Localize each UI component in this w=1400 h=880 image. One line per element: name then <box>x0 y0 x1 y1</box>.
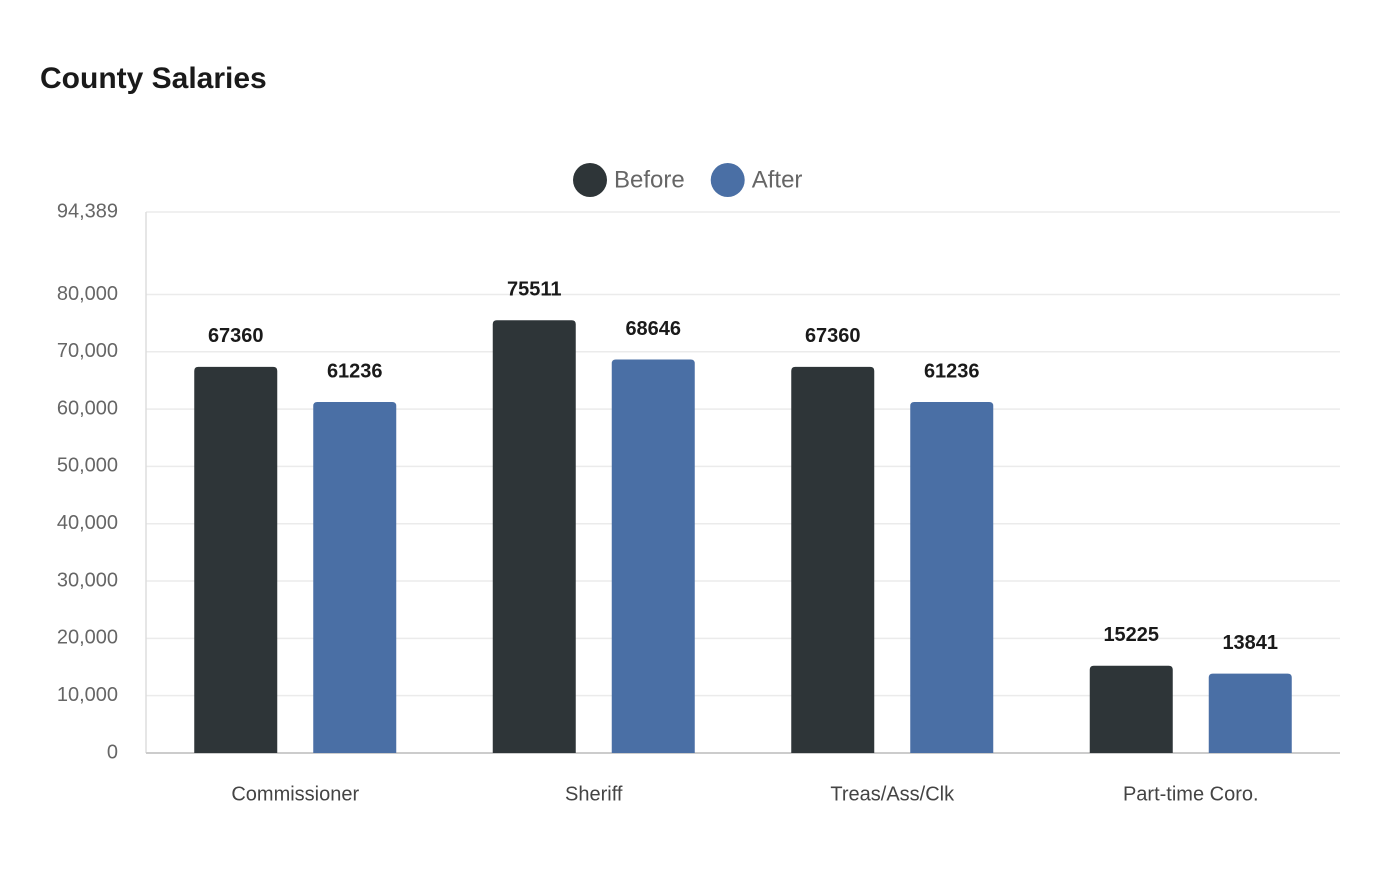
y-tick-label: 10,000 <box>57 684 118 706</box>
bar <box>313 402 397 753</box>
y-tick-label: 50,000 <box>57 455 118 477</box>
y-tick-label: 94,389 <box>57 200 118 222</box>
legend-label: Before <box>614 166 685 193</box>
bar <box>1208 673 1292 753</box>
value-label: 15225 <box>1103 624 1159 646</box>
y-tick-label: 70,000 <box>57 340 118 362</box>
y-tick-label: 80,000 <box>57 283 118 305</box>
x-tick-label: Sheriff <box>565 783 623 805</box>
value-label: 61236 <box>924 360 980 382</box>
legend-swatch <box>710 163 745 197</box>
bar <box>791 366 875 753</box>
y-tick-label: 40,000 <box>57 512 118 534</box>
bar <box>611 359 695 753</box>
value-label: 13841 <box>1222 632 1278 654</box>
y-tick-label: 30,000 <box>57 569 118 591</box>
bar <box>194 366 278 753</box>
value-label: 75511 <box>507 278 562 300</box>
y-tick-label: 20,000 <box>57 627 118 649</box>
x-tick-label: Commissioner <box>231 783 359 805</box>
bar <box>492 320 576 753</box>
value-label: 68646 <box>625 318 681 340</box>
legend-label: After <box>752 166 803 193</box>
x-tick-label: Part-time Coro. <box>1123 783 1259 805</box>
value-label: 67360 <box>208 325 264 347</box>
value-label: 61236 <box>327 360 383 382</box>
legend-swatch <box>573 163 607 197</box>
y-tick-label: 0 <box>107 741 118 763</box>
chart-title: County Salaries <box>40 62 267 95</box>
bar <box>910 402 994 753</box>
y-tick-label: 60,000 <box>57 397 118 419</box>
bar <box>1089 665 1173 753</box>
value-label: 67360 <box>805 325 861 347</box>
x-tick-label: Treas/Ass/Clk <box>830 783 955 805</box>
